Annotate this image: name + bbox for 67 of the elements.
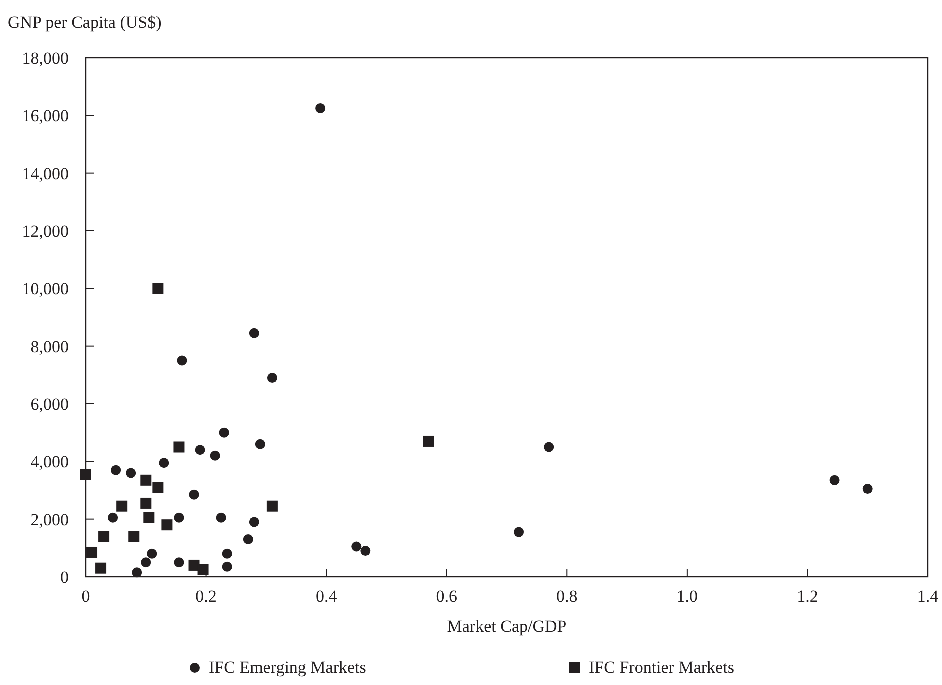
y-tick-label: 4,000 [30, 452, 69, 472]
point [219, 428, 230, 438]
y-tick-label: 8,000 [30, 337, 69, 356]
y-tick-label: 2,000 [30, 510, 69, 530]
point [243, 534, 254, 545]
point [249, 517, 260, 528]
y-tick-label: 12,000 [22, 222, 69, 241]
point [141, 558, 152, 568]
x-tick-label: 0.6 [436, 587, 458, 606]
point [267, 373, 278, 384]
y-tick-label: 0 [60, 568, 69, 587]
point [316, 103, 326, 114]
point [96, 562, 107, 574]
point [111, 465, 122, 476]
point [126, 468, 136, 478]
point [198, 564, 209, 576]
point [162, 520, 173, 531]
point [144, 512, 155, 524]
y-axis-title: GNP per Capita (US$) [8, 13, 162, 32]
y-tick-label: 10,000 [22, 280, 69, 299]
point [514, 527, 524, 538]
point [266, 500, 278, 512]
y-tick-label: 16,000 [22, 106, 69, 126]
point [249, 328, 260, 338]
point [152, 283, 164, 294]
point [174, 442, 185, 453]
point [195, 445, 206, 456]
point [108, 512, 118, 523]
x-axis-title: Market Cap/GDP [447, 617, 567, 636]
x-tick-label: 0.2 [196, 587, 217, 606]
legend-label: IFC Emerging Markets [209, 658, 366, 677]
point [830, 475, 840, 486]
point [152, 482, 164, 494]
point [222, 548, 232, 559]
legend-label: IFC Frontier Markets [589, 658, 734, 677]
point [140, 498, 152, 509]
point [98, 531, 110, 542]
point [116, 500, 128, 512]
y-tick-label: 18,000 [22, 49, 69, 68]
point [86, 546, 98, 558]
point [216, 512, 226, 523]
point [255, 439, 266, 450]
y-tick-label: 6,000 [30, 395, 69, 414]
point [544, 442, 554, 452]
x-tick-label: 1.2 [797, 587, 818, 606]
point [174, 512, 184, 523]
point [177, 356, 188, 366]
point [222, 562, 232, 572]
point [132, 568, 142, 578]
point [862, 484, 873, 494]
y-tick-label: 14,000 [22, 164, 69, 184]
x-tick-label: 0 [82, 587, 90, 606]
point [140, 474, 152, 486]
point [159, 458, 170, 468]
point [360, 546, 371, 556]
point [174, 558, 184, 568]
point [147, 548, 158, 559]
x-tick-label: 0.8 [556, 587, 578, 606]
point [128, 531, 140, 542]
point [352, 542, 362, 552]
x-tick-label: 1.0 [676, 587, 698, 606]
point [80, 469, 92, 480]
x-tick-label: 1.4 [917, 587, 940, 606]
point [210, 450, 220, 461]
point [423, 436, 434, 447]
x-tick-label: 0.4 [316, 587, 338, 606]
point [189, 490, 200, 500]
